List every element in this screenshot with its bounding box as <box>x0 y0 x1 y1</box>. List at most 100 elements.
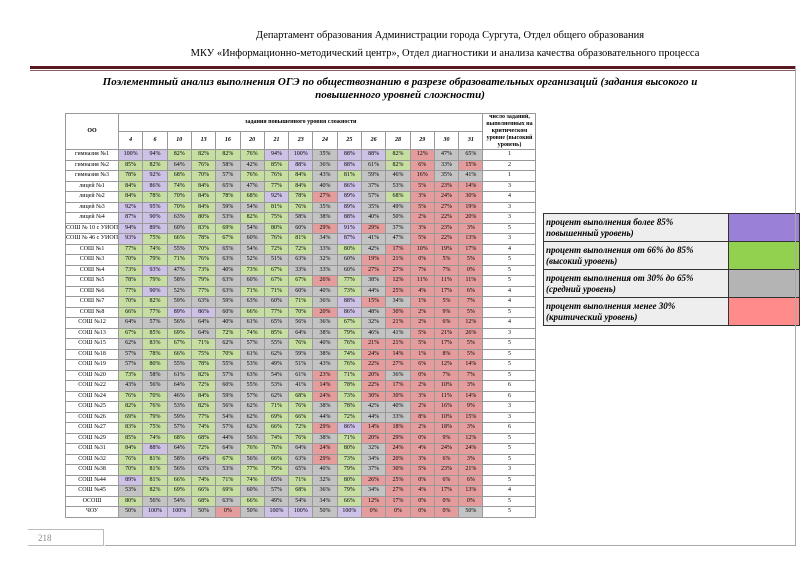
percent-cell: 22% <box>360 380 387 392</box>
task-header: 29 <box>409 131 435 150</box>
percent-cell: 78% <box>190 359 217 371</box>
percent-cell: 89% <box>336 201 363 213</box>
percent-cell: 57% <box>239 338 265 350</box>
percent-cell: 30% <box>385 464 411 476</box>
percent-cell: 30% <box>458 191 484 203</box>
task-header: 25 <box>336 131 363 150</box>
row-name: гимназия №2 <box>64 159 120 171</box>
percent-cell: 65% <box>288 464 314 476</box>
percent-cell: 5% <box>433 254 460 266</box>
percent-cell: 21% <box>385 317 411 329</box>
percent-cell: 1% <box>409 296 435 308</box>
percent-cell: 54% <box>215 411 241 423</box>
percent-cell: 82% <box>239 212 265 224</box>
percent-cell: 59% <box>215 201 241 213</box>
critical-count: 3 <box>482 233 537 245</box>
percent-cell: 74% <box>166 180 192 192</box>
percent-cell: 83% <box>142 338 168 350</box>
percent-cell: 71% <box>336 432 363 444</box>
percent-cell: 60% <box>336 264 363 276</box>
percent-cell: 57% <box>239 390 265 402</box>
percent-cell: 46% <box>385 170 411 182</box>
percent-cell: 12% <box>433 359 460 371</box>
row-name: СОШ №1 <box>64 243 120 255</box>
percent-cell: 70% <box>166 201 192 213</box>
col-header-oo: ОО <box>64 113 120 150</box>
percent-cell: 20% <box>385 453 411 465</box>
percent-cell: 74% <box>142 243 168 255</box>
percent-cell: 74% <box>239 474 265 486</box>
percent-cell: 72% <box>263 243 290 255</box>
percent-cell: 91% <box>336 222 363 234</box>
percent-cell: 2% <box>409 380 435 392</box>
critical-count: 4 <box>482 485 537 497</box>
percent-cell: 7% <box>409 264 435 276</box>
table-row: гимназия №1 100% 94% 82% 82% 82% 76% 94% 100% 35%… <box>64 149 537 161</box>
row-name: СОШ №25 <box>64 401 120 413</box>
percent-cell: 67% <box>215 453 241 465</box>
percent-cell: 3% <box>409 222 435 234</box>
critical-count: 4 <box>482 285 537 297</box>
percent-cell: 42% <box>239 159 265 171</box>
critical-count: 5 <box>482 495 537 507</box>
table-row: СОШ №45 53% 82% 69% 66% 69% 60% 57% 68% 36% 79% 34%… <box>64 485 537 497</box>
task-header: 20 <box>239 131 265 150</box>
percent-cell: 5% <box>458 306 484 318</box>
percent-cell: 77% <box>190 285 217 297</box>
percent-cell: 32% <box>312 254 338 266</box>
percent-cell: 77% <box>118 285 144 297</box>
percent-cell: 80% <box>336 443 363 455</box>
percent-cell: 36% <box>312 485 338 497</box>
percent-cell: 71% <box>215 474 241 486</box>
percent-cell: 10% <box>409 243 435 255</box>
percent-cell: 0% <box>433 495 460 507</box>
percent-cell: 17% <box>385 243 411 255</box>
percent-cell: 71% <box>336 369 363 381</box>
percent-cell: 63% <box>239 296 265 308</box>
percent-cell: 50% <box>385 212 411 224</box>
percent-cell: 55% <box>166 359 192 371</box>
percent-cell: 55% <box>215 359 241 371</box>
percent-cell: 22% <box>433 233 460 245</box>
percent-cell: 69% <box>166 327 192 339</box>
percent-cell: 86% <box>336 180 363 192</box>
percent-cell: 23% <box>433 180 460 192</box>
percent-cell: 72% <box>215 327 241 339</box>
percent-cell: 84% <box>288 170 314 182</box>
percent-cell: 38% <box>312 348 338 360</box>
percent-cell: 40% <box>215 264 241 276</box>
percent-cell: 60% <box>288 285 314 297</box>
percent-cell: 75% <box>190 348 217 360</box>
critical-count: 5 <box>482 306 537 318</box>
percent-cell: 6% <box>409 159 435 171</box>
row-name: лицей №2 <box>64 191 120 203</box>
percent-cell: 55% <box>239 380 265 392</box>
percent-cell: 54% <box>239 201 265 213</box>
percent-cell: 47% <box>239 180 265 192</box>
legend-item: процент выполнения от 30% до 65% (средни… <box>543 269 800 298</box>
percent-cell: 3% <box>458 422 484 434</box>
table-row: СОШ №19 57% 80% 55% 78% 55% 53% 49% 51% 43% 76% 22%… <box>64 359 537 371</box>
percent-cell: 17% <box>433 338 460 350</box>
table-row: лицей №3 92% 95% 70% 84% 59% 54% 81% 76% 35% 89% 35… <box>64 201 537 213</box>
percent-cell: 82% <box>385 159 411 171</box>
percent-cell: 12% <box>458 432 484 444</box>
percent-cell: 80% <box>142 359 168 371</box>
percent-cell: 7% <box>433 264 460 276</box>
percent-cell: 75% <box>142 422 168 434</box>
percent-cell: 64% <box>118 317 144 329</box>
percent-cell: 42% <box>360 243 387 255</box>
percent-cell: 63% <box>239 369 265 381</box>
percent-cell: 40% <box>385 401 411 413</box>
percent-cell: 74% <box>263 432 290 444</box>
percent-cell: 57% <box>166 422 192 434</box>
percent-cell: 56% <box>166 464 192 476</box>
percent-cell: 49% <box>385 201 411 213</box>
percent-cell: 13% <box>458 485 484 497</box>
table-row: СОШ №20 73% 58% 61% 82% 57% 63% 54% 61% 23% 71% 20%… <box>64 369 537 381</box>
legend-label: процент выполнения более 85% повышенный … <box>543 213 729 242</box>
percent-cell: 92% <box>142 170 168 182</box>
percent-cell: 24% <box>433 443 460 455</box>
percent-cell: 50% <box>312 506 338 518</box>
task-header: 16 <box>215 131 241 150</box>
